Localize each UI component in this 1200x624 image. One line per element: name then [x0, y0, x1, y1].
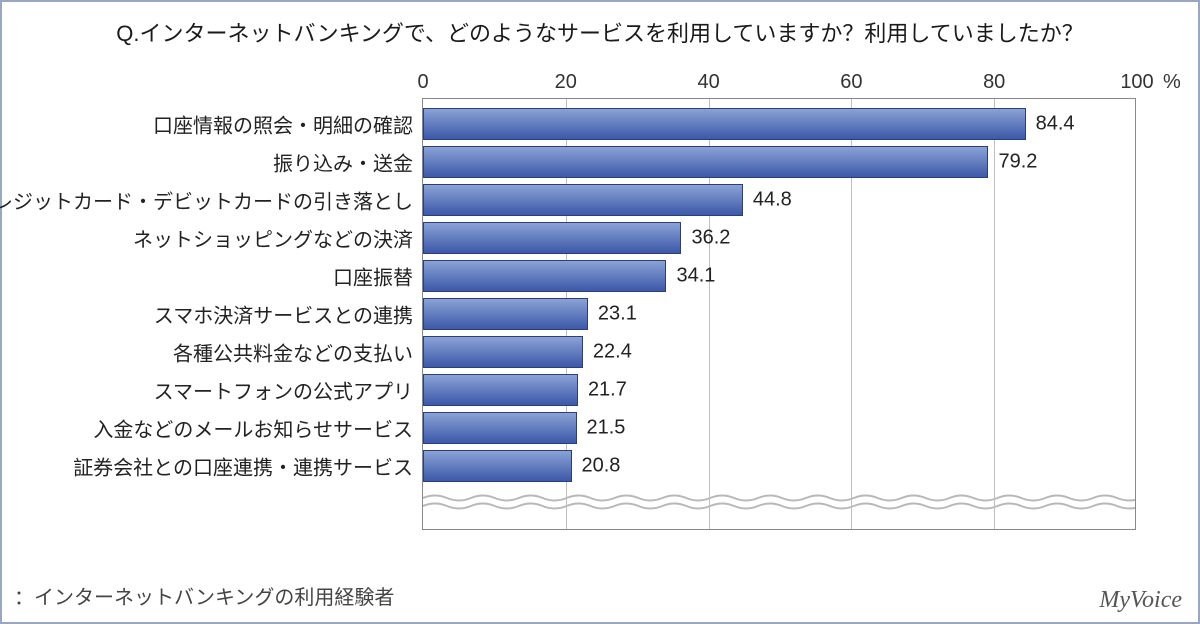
- axis-unit-label: %: [1163, 71, 1181, 94]
- value-label: 23.1: [598, 303, 637, 326]
- plot-area: % 020406080100口座情報の照会・明細の確認84.4振り込み・送金79…: [422, 98, 1136, 530]
- footer-note: ：インターネットバンキングの利用経験者: [14, 581, 394, 610]
- category-label: スマホ決済サービスとの連携: [154, 300, 413, 329]
- bar-row: スマホ決済サービスとの連携23.1: [423, 295, 1135, 333]
- bar: [423, 298, 588, 330]
- bar: [423, 146, 988, 178]
- bar-row: 証券会社との口座連携・連携サービス20.8: [423, 447, 1135, 485]
- bar: [423, 450, 572, 482]
- value-label: 36.2: [691, 227, 730, 250]
- bar: [423, 412, 577, 444]
- chart-frame: Q.インターネットバンキングで、どのようなサービスを利用していますか？利用してい…: [0, 0, 1200, 624]
- x-tick-label: 100: [1120, 71, 1153, 94]
- value-label: 84.4: [1036, 113, 1075, 136]
- bar: [423, 336, 583, 368]
- chart-title: Q.インターネットバンキングで、どのようなサービスを利用していますか？利用してい…: [2, 2, 1198, 58]
- bar-row: 各種公共料金などの支払い22.4: [423, 333, 1135, 371]
- bar-row: 口座情報の照会・明細の確認84.4: [423, 105, 1135, 143]
- x-tick-label: 80: [983, 71, 1005, 94]
- category-label: 振り込み・送金: [273, 148, 413, 177]
- category-label: スマートフォンの公式アプリ: [154, 376, 413, 405]
- value-label: 79.2: [998, 151, 1037, 174]
- bar-row: スマートフォンの公式アプリ21.7: [423, 371, 1135, 409]
- value-label: 34.1: [676, 265, 715, 288]
- x-tick-label: 0: [417, 71, 428, 94]
- wavy-break: [423, 491, 1135, 513]
- category-label: 口座振替: [333, 262, 413, 291]
- bar: [423, 260, 666, 292]
- bar: [423, 184, 743, 216]
- x-tick-label: 40: [697, 71, 719, 94]
- value-label: 22.4: [593, 341, 632, 364]
- x-tick-label: 20: [555, 71, 577, 94]
- bar-row: クレジットカード・デビットカードの引き落とし44.8: [423, 181, 1135, 219]
- category-label: 口座情報の照会・明細の確認: [153, 110, 413, 139]
- brand-logo: MyVoice: [1099, 587, 1182, 614]
- bar-row: 入金などのメールお知らせサービス21.5: [423, 409, 1135, 447]
- category-label: 入金などのメールお知らせサービス: [93, 414, 413, 443]
- bar: [423, 108, 1026, 140]
- bar: [423, 222, 681, 254]
- category-label: 証券会社との口座連携・連携サービス: [73, 452, 413, 481]
- value-label: 44.8: [753, 189, 792, 212]
- x-tick-label: 60: [840, 71, 862, 94]
- bar: [423, 374, 578, 406]
- bar-row: 口座振替34.1: [423, 257, 1135, 295]
- category-label: 各種公共料金などの支払い: [173, 338, 413, 367]
- category-label: クレジットカード・デビットカードの引き落とし: [0, 186, 413, 215]
- value-label: 20.8: [582, 455, 621, 478]
- value-label: 21.7: [588, 379, 627, 402]
- bar-row: 振り込み・送金79.2: [423, 143, 1135, 181]
- category-label: ネットショッピングなどの決済: [133, 224, 413, 253]
- value-label: 21.5: [587, 417, 626, 440]
- bar-row: ネットショッピングなどの決済36.2: [423, 219, 1135, 257]
